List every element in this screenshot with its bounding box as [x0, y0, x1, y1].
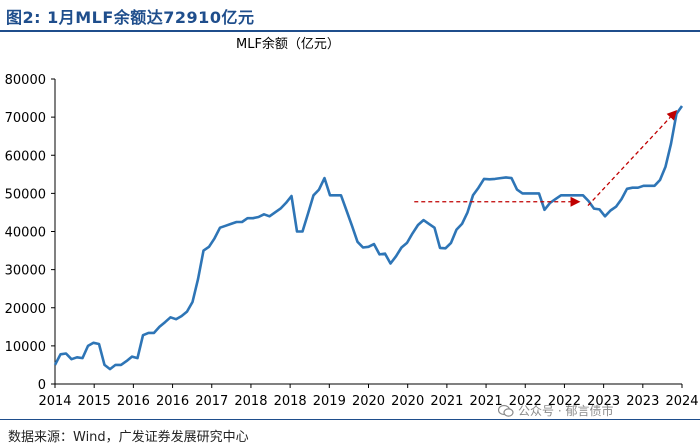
y-tick-label: 10000: [5, 340, 46, 355]
mlf-balance-line: [53, 105, 684, 371]
figure-title: 图2: 1月MLF余额达72910亿元: [6, 8, 255, 27]
x-tick-label: 2023: [587, 394, 620, 409]
x-tick-label: 2016: [156, 394, 189, 409]
x-tick-label: 2021: [470, 394, 503, 409]
x-tick-label: 2021: [430, 394, 463, 409]
watermark: 公众号 · 郁言债市: [498, 402, 613, 419]
y-tick-label: 80000: [5, 73, 46, 88]
title-divider: [0, 30, 700, 32]
y-tick-label: 50000: [5, 187, 46, 202]
trend-arrow: [587, 109, 678, 207]
x-tick-label: 2023: [626, 394, 659, 409]
annotation-layer: [414, 109, 678, 207]
x-tick-label: 2016: [117, 394, 150, 409]
y-tick-label: 40000: [5, 226, 46, 241]
x-tick-label: 2019: [313, 394, 346, 409]
wechat-icon: [498, 404, 514, 417]
y-axis-ticks: 0 10000 20000 30000 40000 50000 60000 70000 8000…: [5, 73, 55, 393]
watermark-text: 公众号 · 郁言债市: [518, 404, 614, 418]
data-source-note: 数据来源：Wind，广发证券发展研究中心: [8, 430, 249, 445]
x-tick-label: 2018: [234, 394, 267, 409]
y-tick-label: 60000: [5, 149, 46, 164]
series-layer: [53, 105, 684, 371]
x-tick-label: 2017: [195, 394, 228, 409]
x-tick-label: 2020: [352, 394, 385, 409]
x-tick-label: 2018: [274, 394, 307, 409]
x-tick-label: 2024: [665, 394, 698, 409]
x-tick-label: 2020: [391, 394, 424, 409]
x-tick-label: 2014: [38, 394, 71, 409]
y-tick-label: 70000: [5, 111, 46, 126]
y-axis-label: MLF余额（亿元）: [236, 36, 340, 52]
x-tick-label: 2022: [509, 394, 542, 409]
x-tick-label: 2022: [548, 394, 581, 409]
x-tick-label: 2015: [78, 394, 111, 409]
y-tick-label: 30000: [5, 264, 46, 279]
y-tick-label: 20000: [5, 302, 46, 317]
mlf-balance-chart: MLF余额（亿元） 0 10000 20000 30000 40000 50000 6000…: [5, 36, 699, 409]
footer-divider: [0, 419, 700, 420]
x-axis-ticks: 2014 2015 2016 2016 2017 2018 2018 2019 2020 2020…: [38, 384, 699, 409]
y-tick-label: 0: [38, 378, 46, 393]
